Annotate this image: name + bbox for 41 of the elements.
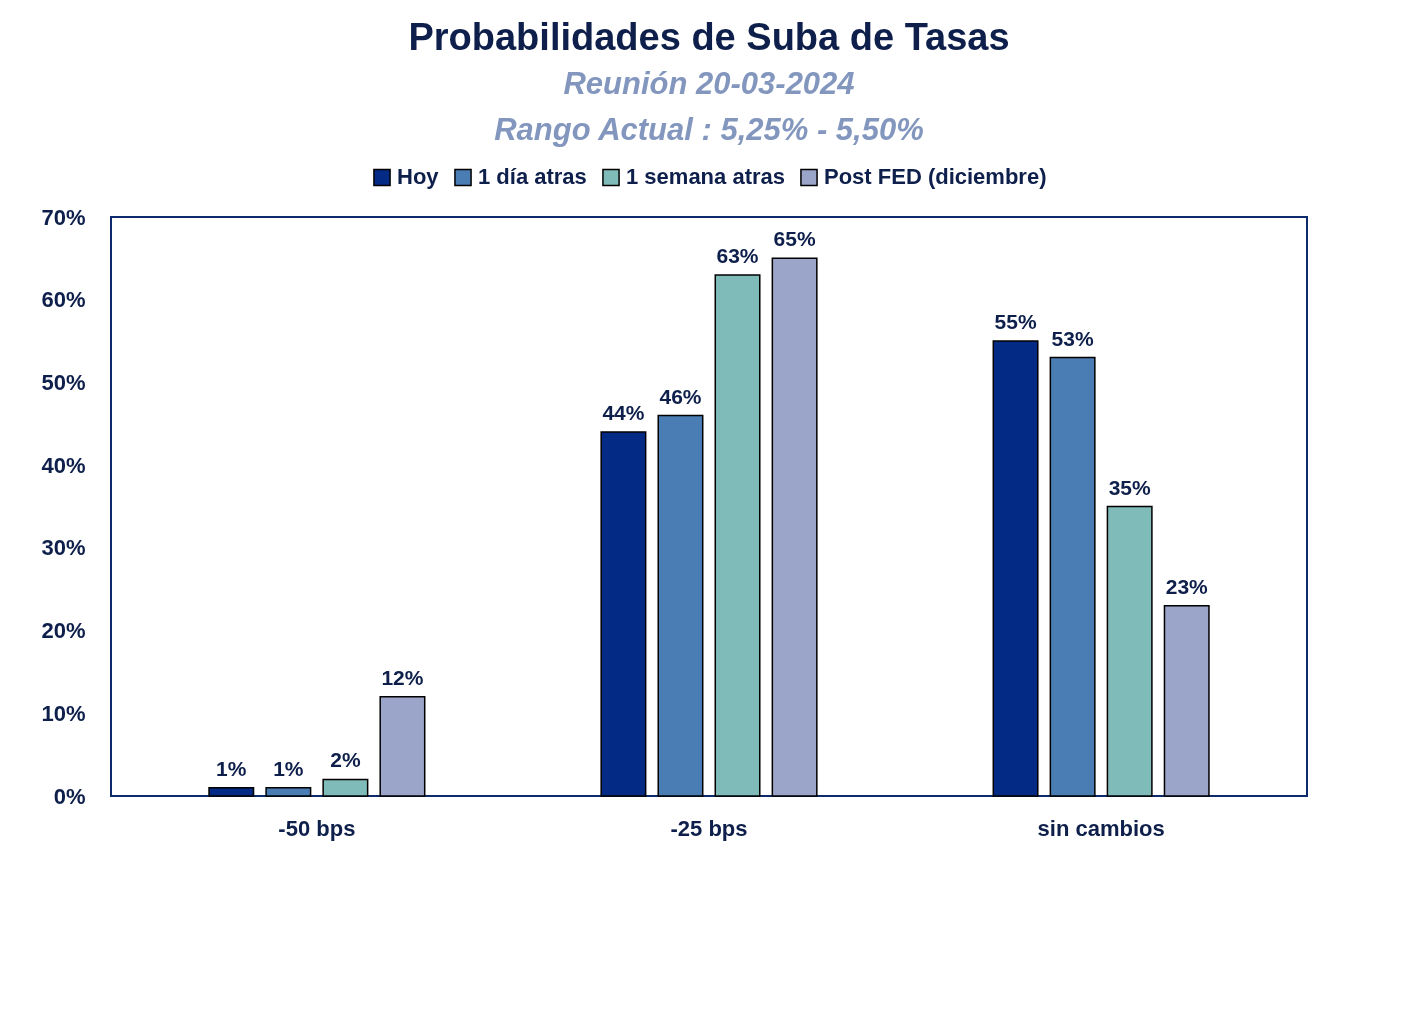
data-label: 63%	[716, 243, 759, 267]
bar	[714, 274, 761, 797]
data-label: 35%	[1108, 475, 1151, 499]
y-tick-label: 10%	[41, 700, 86, 726]
x-tick-label: -25 bps	[670, 815, 748, 841]
y-tick-label: 20%	[41, 618, 86, 644]
x-tick-label: -50 bps	[278, 815, 356, 841]
y-tick-label: 0%	[53, 783, 86, 809]
y-tick-label: 30%	[41, 535, 86, 561]
y-tick-label: 50%	[41, 369, 86, 395]
legend-label: Hoy	[397, 164, 440, 190]
data-label: 55%	[994, 310, 1037, 334]
bar	[600, 431, 647, 797]
bar	[771, 257, 818, 797]
chart-title: Probabilidades de Suba de Tasas	[408, 16, 1010, 58]
bar	[379, 695, 426, 797]
data-label: 46%	[659, 384, 702, 408]
data-label: 2%	[330, 748, 361, 772]
legend-label: Post FED (diciembre)	[824, 164, 1047, 190]
data-label: 1%	[216, 756, 247, 780]
y-tick-label: 60%	[41, 287, 86, 313]
bar	[1106, 505, 1153, 797]
data-label: 53%	[1051, 326, 1094, 350]
y-tick-label: 70%	[41, 204, 86, 230]
y-tick-label: 40%	[41, 452, 86, 478]
x-tick-label: sin cambios	[1037, 815, 1165, 841]
bar	[992, 340, 1039, 797]
bar	[208, 786, 255, 797]
data-label: 65%	[773, 227, 816, 251]
data-label: 23%	[1165, 574, 1209, 598]
data-label: 12%	[381, 665, 424, 689]
bar	[1049, 356, 1096, 797]
legend-label: 1 semana atras	[626, 164, 785, 190]
data-label: 44%	[602, 401, 645, 425]
bar	[322, 778, 369, 797]
bar	[657, 414, 704, 797]
chart-subtitle: Reunión 20-03-2024 Rango Actual : 5,25% - 5,50%	[494, 66, 924, 147]
data-label: 1%	[273, 756, 304, 780]
bar	[265, 786, 312, 797]
legend-label: 1 día atras	[478, 164, 587, 190]
bar	[1163, 605, 1210, 797]
